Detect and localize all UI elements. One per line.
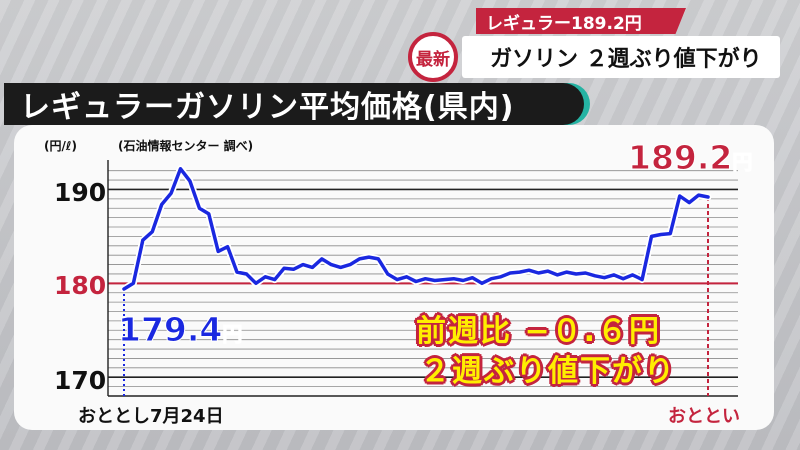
data-point (546, 269, 550, 273)
y-tick-170: 170 (54, 366, 107, 395)
title-bar: レギュラーガソリン平均価格(県内) (4, 83, 584, 125)
data-point (697, 193, 700, 197)
y-unit-label: (円/ℓ) (44, 139, 78, 153)
data-point (226, 245, 229, 248)
data-point (603, 276, 606, 279)
data-point (395, 278, 399, 281)
data-point (631, 273, 634, 277)
data-point (405, 275, 408, 278)
chart-title: レギュラーガソリン平均価格(県内) (20, 90, 515, 125)
data-point (518, 270, 521, 274)
start-value-unit: 円 (222, 322, 243, 347)
data-point (556, 273, 559, 277)
data-point (461, 279, 465, 282)
data-point (687, 201, 691, 204)
data-point (348, 263, 352, 266)
data-point (433, 279, 437, 282)
start-value: 179.4 (117, 310, 223, 350)
start-value-label: 179.4円 (117, 310, 243, 350)
series-line (122, 167, 710, 291)
data-point (527, 269, 531, 272)
data-point (669, 232, 672, 235)
data-point (216, 250, 220, 253)
data-point (706, 195, 710, 199)
x-end-label: おととい (668, 406, 740, 427)
change-note: 前週比 −０.６円 (416, 314, 661, 349)
data-point (424, 277, 427, 280)
data-point (141, 238, 145, 242)
data-point (330, 263, 333, 266)
data-point (282, 267, 286, 270)
price-headline: レギュラー189.2円 (476, 8, 686, 34)
trend-note: ２週ぶり値下がり (420, 354, 676, 389)
x-start-label: おととし7月24日 (78, 406, 224, 427)
data-point (471, 276, 474, 279)
data-point (198, 207, 201, 210)
y-tick-180: 180 (54, 271, 107, 300)
data-point (508, 271, 512, 275)
data-point (574, 272, 578, 276)
data-point (339, 266, 342, 269)
data-point (612, 273, 616, 277)
data-point (235, 270, 239, 274)
data-point (188, 179, 192, 183)
data-point (565, 270, 568, 274)
data-point (311, 266, 314, 269)
data-point (292, 268, 295, 271)
data-point (358, 257, 361, 261)
data-point (151, 230, 154, 233)
data-point (160, 203, 163, 206)
data-point (377, 257, 380, 261)
data-point (490, 277, 493, 280)
data-point (207, 212, 210, 216)
end-value: 189.2 (627, 138, 733, 178)
data-point (414, 280, 418, 283)
data-point (367, 255, 371, 259)
data-point (179, 167, 182, 171)
data-point (169, 192, 173, 195)
data-point (254, 282, 258, 285)
source-label: (石油情報センター 調べ) (118, 139, 254, 153)
end-value-label: 189.2円 (627, 138, 753, 178)
data-point (584, 271, 587, 275)
data-point (659, 233, 663, 236)
data-point (593, 274, 597, 278)
data-point (537, 271, 540, 275)
main-headline: ガソリン ２週ぶり値下がり (462, 36, 780, 78)
data-point (640, 278, 644, 281)
y-tick-190: 190 (54, 178, 107, 207)
data-point (443, 278, 446, 281)
data-point (264, 275, 267, 278)
data-point (132, 282, 135, 285)
data-point (678, 194, 681, 198)
data-point (499, 275, 502, 278)
data-point (320, 257, 324, 261)
data-point (650, 235, 653, 238)
data-point (452, 277, 455, 280)
data-point (301, 263, 305, 266)
end-value-unit: 円 (732, 150, 753, 175)
latest-badge: 最新 (408, 32, 458, 82)
data-point (245, 272, 248, 276)
data-point (386, 272, 389, 276)
data-point (622, 277, 625, 280)
data-point (480, 282, 484, 285)
data-point (122, 287, 126, 291)
data-point (273, 278, 276, 281)
